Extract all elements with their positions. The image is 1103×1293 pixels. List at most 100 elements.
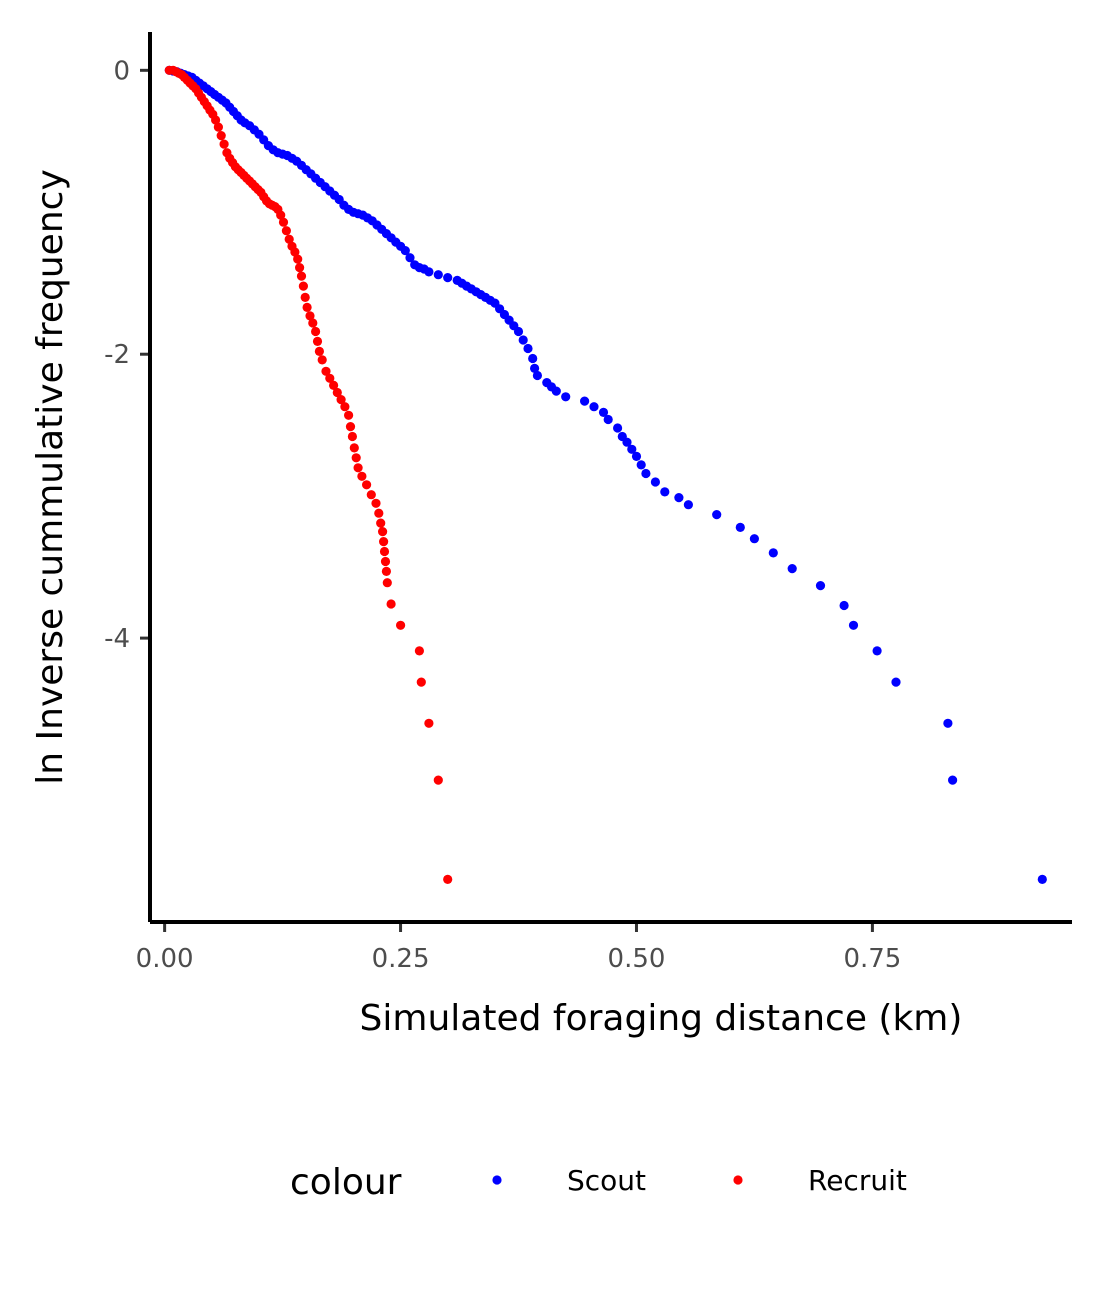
recruit-point bbox=[379, 546, 390, 557]
recruit-point bbox=[362, 480, 372, 490]
scout-point bbox=[815, 581, 826, 591]
scout-point bbox=[528, 353, 538, 364]
data-points bbox=[164, 65, 1047, 885]
scout-point bbox=[580, 396, 590, 406]
recruit-point bbox=[416, 677, 426, 687]
recruit-point bbox=[293, 254, 303, 264]
scout-point bbox=[627, 444, 637, 454]
recruit-point bbox=[213, 122, 223, 132]
recruit-point bbox=[216, 131, 226, 141]
recruit-point bbox=[219, 139, 229, 149]
recruit-point bbox=[424, 718, 434, 728]
scout-point bbox=[1037, 874, 1047, 885]
recruit-point bbox=[284, 234, 294, 244]
recruit-point bbox=[386, 599, 396, 609]
recruit-point bbox=[300, 292, 310, 302]
recruit-point bbox=[311, 326, 321, 337]
recruit-point bbox=[345, 422, 356, 432]
recruit-point bbox=[347, 431, 357, 442]
y-axis-ticks: 0 -2 -4 bbox=[104, 56, 150, 654]
recruit-point bbox=[379, 537, 389, 547]
recruit-point bbox=[211, 115, 221, 125]
scout-point bbox=[891, 677, 901, 687]
scout-point bbox=[839, 600, 849, 611]
recruit-point bbox=[332, 387, 342, 398]
scout-point bbox=[641, 468, 651, 479]
scout-point bbox=[513, 326, 524, 337]
recruit-point bbox=[351, 453, 361, 463]
recruit-point bbox=[378, 527, 388, 537]
scout-point bbox=[613, 423, 623, 433]
scout-point bbox=[589, 402, 599, 412]
y-tick-label: -2 bbox=[104, 340, 130, 370]
scout-point bbox=[551, 386, 561, 396]
scout-point bbox=[518, 335, 528, 345]
recruit-point bbox=[276, 210, 286, 220]
scout-point bbox=[443, 273, 453, 283]
recruit-point bbox=[366, 490, 376, 500]
scout-point bbox=[433, 270, 443, 280]
recruit-point bbox=[298, 281, 308, 291]
scout-point bbox=[424, 267, 434, 277]
scout-point bbox=[561, 392, 571, 402]
y-tick-label: -4 bbox=[104, 624, 130, 654]
legend: colour Scout Recruit bbox=[290, 1162, 907, 1203]
recruit-point bbox=[381, 566, 391, 577]
scout-point bbox=[768, 548, 778, 558]
recruit-point bbox=[380, 556, 391, 567]
recruit-point bbox=[281, 226, 291, 236]
recruit-point bbox=[349, 443, 359, 453]
recruit-point bbox=[308, 318, 318, 328]
scout-point bbox=[650, 477, 661, 487]
scout-point bbox=[712, 509, 722, 520]
recruit-point bbox=[278, 217, 289, 227]
recruit-point bbox=[336, 395, 346, 405]
y-tick-label: 0 bbox=[113, 56, 130, 86]
legend-label-scout: Scout bbox=[567, 1164, 646, 1197]
x-tick-label: 0.00 bbox=[136, 944, 194, 974]
recruit-point bbox=[371, 498, 381, 508]
recruit-point bbox=[325, 373, 335, 383]
scout-point bbox=[683, 500, 694, 510]
scout-point bbox=[598, 407, 609, 417]
recruit-point bbox=[376, 518, 386, 528]
recruit-point bbox=[302, 302, 312, 312]
recruit-point bbox=[340, 402, 350, 412]
recruit-point bbox=[382, 578, 392, 588]
scout-point bbox=[848, 620, 859, 630]
scout-point bbox=[943, 718, 953, 728]
scout-point bbox=[636, 460, 646, 470]
scout-point bbox=[622, 437, 632, 447]
recruit-point bbox=[374, 508, 384, 518]
recruit-point bbox=[433, 775, 443, 785]
recruit-point bbox=[314, 346, 324, 356]
legend-key-recruit bbox=[733, 1175, 743, 1185]
x-tick-label: 0.50 bbox=[608, 944, 666, 974]
recruit-point bbox=[290, 247, 300, 257]
scout-point bbox=[674, 493, 684, 503]
scout-point bbox=[660, 487, 670, 497]
recruit-point bbox=[317, 355, 327, 365]
scout-point bbox=[530, 363, 540, 373]
recruit-point bbox=[396, 620, 406, 630]
recruit-point bbox=[295, 263, 305, 273]
x-axis-title: Simulated foraging distance (km) bbox=[360, 998, 963, 1039]
scout-point bbox=[787, 564, 797, 574]
legend-key-scout bbox=[492, 1175, 502, 1185]
scout-point bbox=[749, 534, 760, 544]
scout-point bbox=[872, 646, 882, 656]
y-axis-title: ln Inverse cummulative frequency bbox=[30, 169, 71, 785]
recruit-point bbox=[296, 271, 307, 281]
x-tick-label: 0.25 bbox=[372, 944, 430, 974]
legend-entries: Scout Recruit bbox=[492, 1164, 907, 1197]
scout-point bbox=[532, 370, 543, 381]
scout-point bbox=[405, 253, 415, 263]
scout-point bbox=[523, 343, 533, 354]
scout-point bbox=[735, 522, 745, 533]
legend-label-recruit: Recruit bbox=[808, 1164, 907, 1197]
recruit-point bbox=[353, 463, 363, 473]
legend-title: colour bbox=[290, 1162, 402, 1203]
